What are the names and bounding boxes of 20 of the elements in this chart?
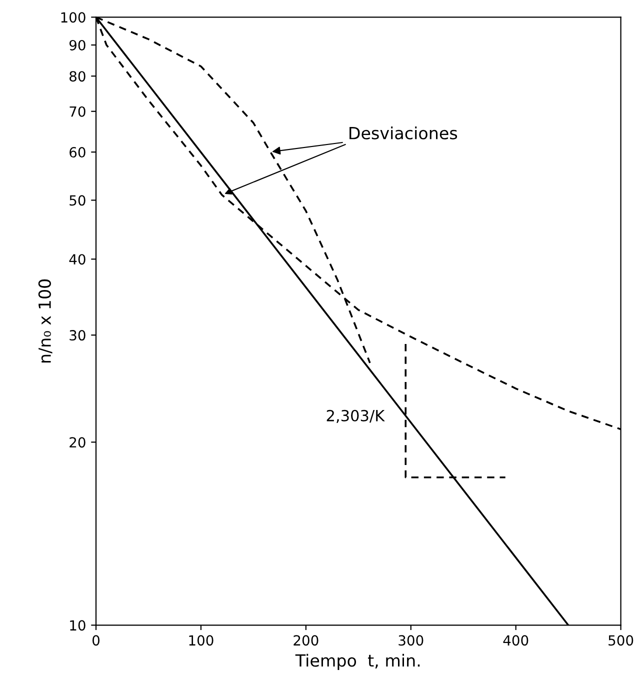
y-tick-label: 20	[70, 437, 86, 448]
x-tick-label: 400	[503, 635, 528, 646]
y-tick-label: 40	[69, 254, 86, 265]
y-tick-label: 70	[70, 106, 86, 117]
y-tick-label: 60	[70, 147, 86, 158]
annotation: 2,303/K	[326, 410, 385, 423]
x-tick-label: 200	[294, 635, 318, 646]
y-tick-label: 10	[70, 620, 86, 631]
x-tick-label: 100	[189, 635, 214, 646]
x-tick-label: 300	[398, 635, 424, 646]
y-tick-label: 90	[69, 40, 86, 50]
y-tick-label: 100	[61, 12, 86, 23]
x-tick-label: 500	[608, 635, 634, 646]
x-axis-title: Tiempo t, min.	[295, 654, 420, 670]
y-axis-title: n/n₀ x 100	[38, 279, 52, 363]
annotation: Desviaciones	[350, 126, 458, 140]
y-tick-label: 50	[70, 195, 86, 206]
y-tick-label: 30	[70, 330, 86, 341]
x-tick-label: 0	[92, 635, 100, 646]
y-tick-label: 80	[70, 71, 86, 82]
